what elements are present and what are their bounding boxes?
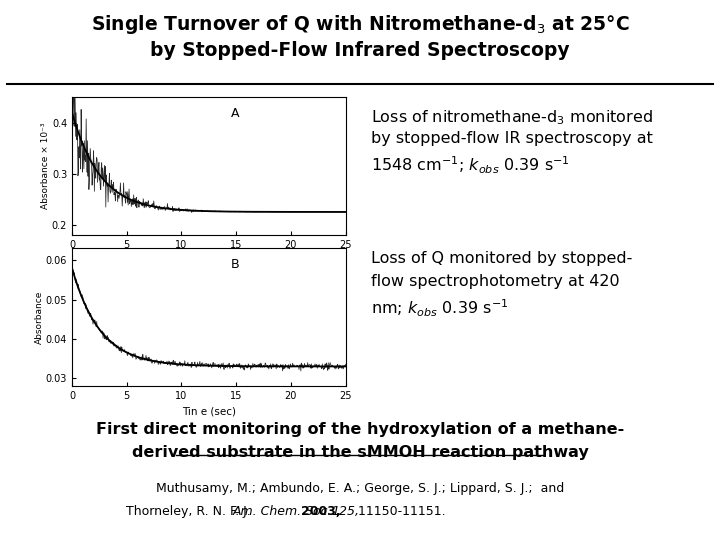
- Y-axis label: Absorbance × 10⁻³: Absorbance × 10⁻³: [41, 123, 50, 210]
- Text: 125,: 125,: [331, 505, 359, 518]
- Y-axis label: Absorbance: Absorbance: [35, 291, 44, 344]
- Text: flow spectrophotometry at 420: flow spectrophotometry at 420: [371, 274, 619, 289]
- Text: Am. Chem. Soc.: Am. Chem. Soc.: [233, 505, 332, 518]
- Text: 1548 cm$^{-1}$; $k_{obs}$ 0.39 s$^{-1}$: 1548 cm$^{-1}$; $k_{obs}$ 0.39 s$^{-1}$: [371, 154, 570, 176]
- Text: Thorneley, R. N. F. J.: Thorneley, R. N. F. J.: [126, 505, 255, 518]
- Text: 2003,: 2003,: [301, 505, 341, 518]
- Text: Loss of nitromethane-d$_3$ monitored: Loss of nitromethane-d$_3$ monitored: [371, 108, 652, 127]
- Text: Muthusamy, M.; Ambundo, E. A.; George, S. J.; Lippard, S. J.;  and: Muthusamy, M.; Ambundo, E. A.; George, S…: [156, 482, 564, 495]
- Text: First direct monitoring of the hydroxylation of a methane-: First direct monitoring of the hydroxyla…: [96, 422, 624, 437]
- Text: B: B: [230, 258, 239, 271]
- Text: 11150-11151.: 11150-11151.: [354, 505, 446, 518]
- Text: derived substrate in the sMMOH reaction pathway: derived substrate in the sMMOH reaction …: [132, 446, 588, 461]
- Text: nm; $k_{obs}$ 0.39 s$^{-1}$: nm; $k_{obs}$ 0.39 s$^{-1}$: [371, 298, 508, 319]
- Text: Single Turnover of Q with Nitromethane-d$_3$ at 25°C: Single Turnover of Q with Nitromethane-d…: [91, 14, 629, 37]
- X-axis label: Tim e (sec): Tim e (sec): [180, 255, 238, 265]
- X-axis label: Tin e (sec): Tin e (sec): [181, 407, 236, 416]
- Text: by stopped-flow IR spectroscopy at: by stopped-flow IR spectroscopy at: [371, 131, 652, 146]
- Text: A: A: [230, 107, 239, 120]
- Text: by Stopped-Flow Infrared Spectroscopy: by Stopped-Flow Infrared Spectroscopy: [150, 40, 570, 59]
- Text: Loss of Q monitored by stopped-: Loss of Q monitored by stopped-: [371, 251, 632, 266]
